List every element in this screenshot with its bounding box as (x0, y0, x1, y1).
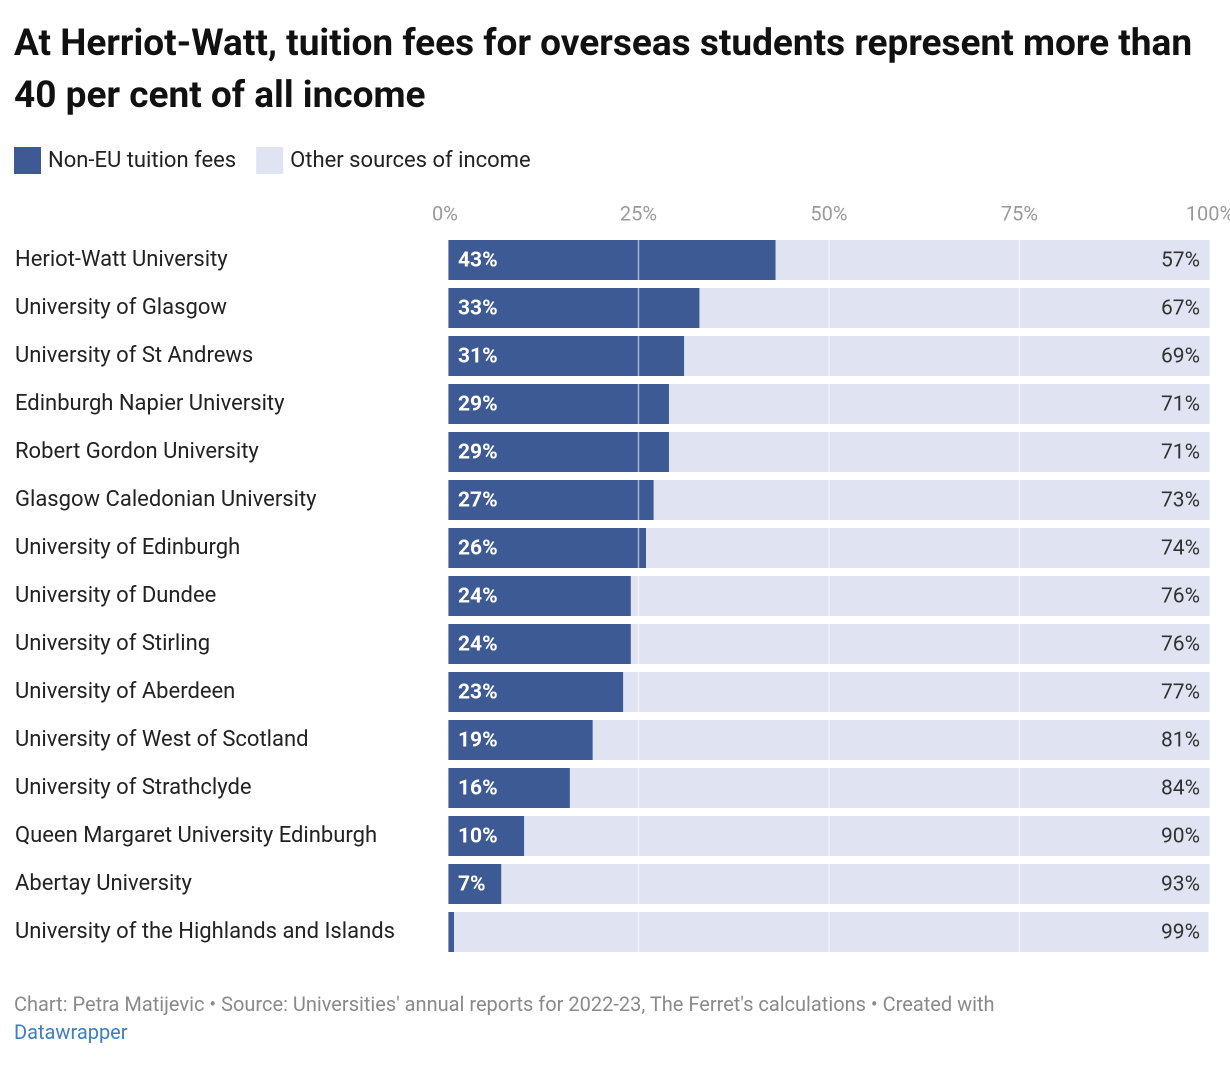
value-label: 7% (458, 873, 486, 897)
category-label: Abertay University (15, 871, 193, 896)
category-label: University of Edinburgh (15, 535, 240, 560)
chart: Non-EU tuition fees Other sources of inco… (14, 147, 1230, 952)
legend-label: Non-EU tuition fees (48, 148, 236, 173)
category-label: Glasgow Caledonian University (15, 487, 317, 512)
category-label: University of St Andrews (15, 343, 253, 368)
bar-segment (448, 864, 502, 904)
value-label: 77% (1161, 681, 1200, 705)
value-label: 67% (1161, 297, 1200, 321)
bar-segment (448, 384, 669, 424)
bar-segment (448, 288, 700, 328)
value-label: 10% (458, 825, 498, 849)
value-label: 24% (458, 633, 498, 657)
category-label: University of Dundee (15, 583, 216, 608)
value-label: 27% (458, 489, 498, 513)
category-label: Heriot-Watt University (15, 247, 228, 272)
bar-segment (454, 912, 1209, 952)
bar-segment (448, 480, 654, 520)
x-tick-label: 100% (1186, 201, 1230, 225)
value-label: 29% (458, 393, 498, 417)
value-label: 81% (1161, 729, 1200, 753)
category-label: University of the Highlands and Islands (15, 919, 395, 944)
value-label: 69% (1161, 345, 1200, 369)
chart-title: At Herriot-Watt, tuition fees for overse… (14, 22, 1193, 117)
bar-segment (684, 336, 1210, 376)
bar-segment (448, 720, 593, 760)
category-label: University of Aberdeen (15, 679, 235, 704)
value-label: 29% (458, 441, 498, 465)
value-label: 26% (458, 537, 498, 561)
bar-segment (448, 528, 647, 568)
value-label: 99% (1161, 921, 1200, 945)
bar-segment (630, 576, 1210, 616)
bar-segment (448, 816, 525, 856)
bar-segment (775, 240, 1210, 280)
legend-swatch (256, 147, 284, 174)
value-label: 33% (458, 297, 498, 321)
bar-segment (448, 336, 685, 376)
value-label: 71% (1161, 441, 1200, 465)
value-label: 57% (1161, 249, 1200, 273)
bar-segment (630, 624, 1210, 664)
bar-segment (448, 432, 669, 472)
bar-segment (448, 672, 624, 712)
bar-segment (646, 528, 1210, 568)
value-label: 93% (1161, 873, 1200, 897)
value-label: 76% (1161, 585, 1200, 609)
category-label: Queen Margaret University Edinburgh (15, 823, 377, 848)
value-label: 31% (458, 345, 498, 369)
x-tick-label: 75% (1001, 201, 1038, 225)
x-tick-label: 25% (620, 201, 657, 225)
bar-segment (699, 288, 1210, 328)
bar-segment (668, 432, 1210, 472)
x-tick-label: 50% (810, 201, 847, 225)
value-label: 90% (1161, 825, 1200, 849)
category-label: University of Strathclyde (15, 775, 252, 800)
value-label: 71% (1161, 393, 1200, 417)
category-label: University of Glasgow (15, 295, 227, 320)
bar-segment (448, 768, 570, 808)
value-label: 73% (1161, 489, 1200, 513)
bar-segment (448, 624, 631, 664)
category-label: University of West of Scotland (15, 727, 309, 752)
value-label: 24% (458, 585, 498, 609)
x-tick-label: 0% (432, 201, 458, 225)
bar-segment (569, 768, 1210, 808)
value-label: 43% (458, 249, 498, 273)
category-label: University of Stirling (15, 631, 210, 656)
value-label: 84% (1161, 777, 1200, 801)
footer: Chart: Petra Matijevic • Source: Univers… (14, 990, 1194, 1046)
value-label: 16% (458, 777, 498, 801)
caption: Chart: Petra Matijevic • Source: Univers… (14, 992, 995, 1016)
bar-segment (653, 480, 1210, 520)
bar-segment (501, 864, 1211, 904)
bar-segment (668, 384, 1210, 424)
category-label: Robert Gordon University (15, 439, 259, 464)
caption-link[interactable]: Datawrapper (14, 1020, 128, 1044)
legend-swatch (14, 147, 41, 174)
bar-segment (592, 720, 1210, 760)
bar-segment (448, 576, 631, 616)
value-label: 19% (458, 729, 498, 753)
bar-segment (524, 816, 1210, 856)
value-label: 76% (1161, 633, 1200, 657)
category-label: Edinburgh Napier University (15, 391, 285, 416)
bar-segment (448, 240, 776, 280)
value-label: 23% (458, 681, 498, 705)
value-label: 74% (1161, 537, 1200, 561)
bar-segment (623, 672, 1210, 712)
bar-segment (448, 912, 455, 952)
legend-label: Other sources of income (290, 148, 530, 173)
